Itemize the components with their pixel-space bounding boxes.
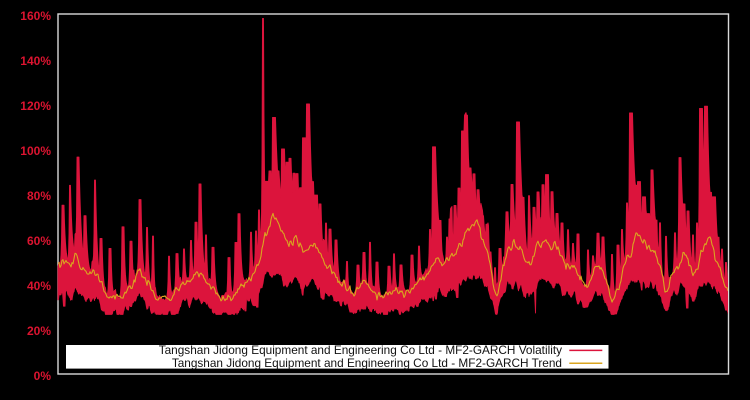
svg-text:160%: 160% xyxy=(20,9,51,23)
svg-text:40%: 40% xyxy=(27,279,51,293)
svg-text:0%: 0% xyxy=(34,369,52,383)
svg-text:140%: 140% xyxy=(20,54,51,68)
svg-text:120%: 120% xyxy=(20,99,51,113)
svg-text:Tangshan Jidong Equipment and: Tangshan Jidong Equipment and Engineerin… xyxy=(159,343,562,357)
svg-text:Tangshan Jidong Equipment and: Tangshan Jidong Equipment and Engineerin… xyxy=(172,356,562,370)
svg-text:100%: 100% xyxy=(20,144,51,158)
svg-text:80%: 80% xyxy=(27,189,51,203)
svg-text:20%: 20% xyxy=(27,324,51,338)
svg-text:60%: 60% xyxy=(27,234,51,248)
